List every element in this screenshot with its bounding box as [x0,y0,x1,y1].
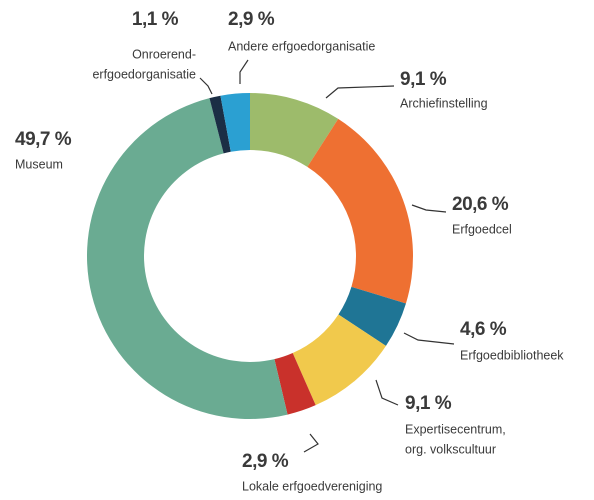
category-label: Museum [15,157,63,171]
category-label: Erfgoedbibliotheek [460,348,564,362]
value-label: 4,6 % [460,319,507,340]
leader-line [199,77,213,95]
leader-line [375,379,399,406]
value-label: 1,1 % [132,9,179,30]
leader-line [239,59,249,84]
donut-segment [220,93,250,152]
leader-line [411,204,447,213]
donut-segment [307,118,414,304]
category-label: erfgoedorganisatie [92,67,196,81]
leader-line [403,332,455,345]
value-label: 49,7 % [15,129,72,150]
value-label: 20,6 % [452,194,509,215]
category-label: Erfgoedcel [452,222,512,236]
donut-segment [274,353,316,415]
category-label: Onroerend- [132,47,196,61]
donut-segment [209,95,231,154]
leader-line [325,85,395,99]
leader-line [303,433,319,453]
donut-segment [250,93,339,167]
value-label: 9,1 % [405,393,452,414]
donut-segment [87,98,288,419]
category-label: Lokale erfgoedvereniging [242,479,382,493]
donut-segment [292,314,386,406]
value-label: 9,1 % [400,69,447,90]
value-label: 2,9 % [242,451,289,472]
category-label: org. volkscultuur [405,442,496,456]
donut-segment [338,286,406,346]
value-label: 2,9 % [228,9,275,30]
category-label: Andere erfgoedorganisatie [228,39,375,53]
category-label: Expertisecentrum, [405,422,506,436]
category-label: Archiefinstelling [400,96,488,110]
